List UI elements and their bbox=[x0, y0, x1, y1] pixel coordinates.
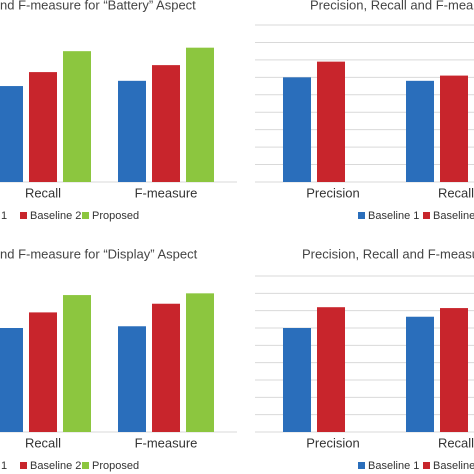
y-tick-label: 0.8 bbox=[219, 34, 237, 49]
bar bbox=[406, 80, 434, 182]
y-tick-label: 0.2 bbox=[219, 389, 237, 404]
chart: nd F-measure for “Display” Aspect Recall F… bbox=[0, 246, 237, 472]
y-tick-label: 0.9 bbox=[219, 16, 237, 31]
legend-label: Baseline 1 bbox=[368, 460, 419, 472]
x-tick-label: F-measure bbox=[135, 185, 198, 200]
bar bbox=[283, 77, 311, 182]
bar bbox=[440, 75, 468, 182]
x-tick-label: Recall bbox=[25, 435, 61, 450]
bar bbox=[186, 293, 214, 432]
y-tick-label: 0.4 bbox=[219, 354, 237, 369]
x-tick-label: Precision bbox=[306, 185, 359, 200]
y-tick-label: 0 bbox=[230, 423, 237, 438]
chart-title: nd F-measure for “Display” Aspect bbox=[0, 246, 198, 261]
x-tick-label: F-measure bbox=[135, 435, 198, 450]
bar bbox=[440, 308, 468, 432]
legend-swatch bbox=[423, 212, 430, 219]
x-tick-label: Precision bbox=[306, 435, 359, 450]
legend-swatch bbox=[82, 212, 89, 219]
legend-swatch bbox=[20, 462, 27, 469]
y-tick-label: 0.1 bbox=[219, 156, 237, 171]
bar bbox=[406, 316, 434, 432]
legend-swatch bbox=[20, 212, 27, 219]
bar bbox=[186, 47, 214, 182]
bar bbox=[0, 328, 23, 432]
y-tick-label: 0.6 bbox=[219, 319, 237, 334]
chart-title: nd F-measure for “Battery” Aspect bbox=[0, 0, 196, 12]
legend-swatch bbox=[82, 462, 89, 469]
y-tick-label: 0.7 bbox=[219, 51, 237, 66]
legend-label: Baseline 2 bbox=[30, 460, 81, 472]
legend-label: Baseline 2 bbox=[30, 210, 81, 222]
chart: Precision, Recall and F-mea 0 0.1 0.2 0.3 0.4… bbox=[219, 0, 474, 222]
chart: Precision, Recall and F-measu 0 0.1 0.2 0.3 0… bbox=[219, 246, 474, 472]
y-tick-label: 0.7 bbox=[219, 302, 237, 317]
chart: nd F-measure for “Battery” Aspect Recall F… bbox=[0, 0, 237, 222]
y-tick-label: 0.5 bbox=[219, 86, 237, 101]
x-tick-label: Recall bbox=[438, 185, 474, 200]
bar bbox=[317, 61, 345, 183]
bar bbox=[152, 303, 180, 432]
y-tick-label: 0.8 bbox=[219, 285, 237, 300]
legend-label: Baseline bbox=[433, 210, 474, 222]
bar bbox=[283, 328, 311, 432]
y-tick-label: 0.3 bbox=[219, 121, 237, 136]
bar bbox=[0, 86, 23, 182]
legend-label: 1 bbox=[1, 460, 7, 472]
bar bbox=[29, 312, 57, 432]
y-tick-label: 0.2 bbox=[219, 139, 237, 154]
y-tick-label: 0.1 bbox=[219, 406, 237, 421]
bar bbox=[63, 295, 91, 432]
x-tick-label: Recall bbox=[438, 435, 474, 450]
chart-title: Precision, Recall and F-measu bbox=[302, 246, 474, 261]
legend-label: Proposed bbox=[92, 210, 139, 222]
y-tick-label: 0.3 bbox=[219, 371, 237, 386]
y-tick-label: 0.6 bbox=[219, 69, 237, 84]
chart-title: Precision, Recall and F-mea bbox=[310, 0, 474, 12]
legend-swatch bbox=[423, 462, 430, 469]
bar bbox=[152, 65, 180, 182]
y-tick-label: 0.4 bbox=[219, 104, 237, 119]
legend-label: 1 bbox=[1, 210, 7, 222]
legend-swatch bbox=[358, 462, 365, 469]
y-tick-label: 0.5 bbox=[219, 337, 237, 352]
bar bbox=[118, 80, 146, 182]
bar bbox=[317, 307, 345, 432]
bar bbox=[63, 51, 91, 182]
legend-label: Baseline bbox=[433, 460, 474, 472]
legend-swatch bbox=[358, 212, 365, 219]
legend-label: Baseline 1 bbox=[368, 210, 419, 222]
y-tick-label: 0.9 bbox=[219, 267, 237, 282]
bar bbox=[29, 72, 57, 182]
legend-label: Proposed bbox=[92, 460, 139, 472]
y-tick-label: 0 bbox=[230, 173, 237, 188]
x-tick-label: Recall bbox=[25, 185, 61, 200]
bar bbox=[118, 326, 146, 432]
